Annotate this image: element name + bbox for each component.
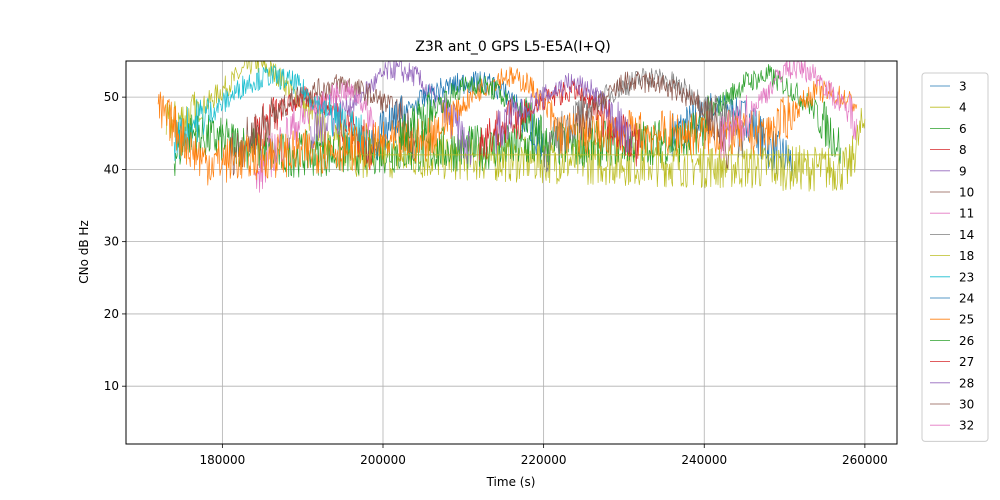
legend-label: 6 [959, 122, 967, 136]
legend-label: 8 [959, 143, 967, 157]
x-axis-label: Time (s) [486, 475, 536, 489]
x-tick-label: 200000 [360, 453, 406, 467]
series-line-28 [495, 72, 633, 155]
series-line-23 [173, 65, 368, 162]
legend-label: 26 [959, 334, 974, 348]
legend-label: 27 [959, 355, 974, 369]
series-line-25 [157, 66, 858, 186]
legend-label: 11 [959, 207, 974, 221]
y-tick-label: 20 [104, 307, 119, 321]
legend: 3 4 6 8 9 10 11 14 18 23 24 25 26 27 28 30 32 [921, 72, 989, 442]
legend-label: 4 [959, 101, 967, 115]
x-tick-label: 180000 [199, 453, 245, 467]
series-line-14 [543, 67, 745, 173]
legend-label: 28 [959, 376, 974, 390]
series-line-10 [230, 74, 416, 176]
legend-label: 23 [959, 270, 974, 284]
series-line-27 [479, 78, 641, 167]
legend-label: 9 [959, 164, 967, 178]
series-lines [157, 61, 866, 193]
x-tick-label: 240000 [681, 453, 727, 467]
series-line-9 [310, 61, 472, 165]
x-tick-label: 220000 [521, 453, 567, 467]
series-line-32 [719, 61, 858, 159]
legend-label: 24 [959, 292, 974, 306]
chart-title: Z3R ant_0 GPS L5-E5A(I+Q) [415, 39, 611, 55]
legend-label: 32 [959, 419, 974, 433]
axis-ticks: 180000 200000 220000 240000 260000 10 20 30 40 50 [104, 90, 888, 467]
y-tick-label: 10 [104, 379, 119, 393]
plot-frame [125, 60, 898, 445]
series-line-4 [165, 61, 866, 192]
legend-box [921, 72, 989, 442]
y-tick-label: 30 [104, 235, 119, 249]
legend-label: 3 [959, 80, 967, 94]
y-tick-label: 40 [104, 162, 119, 176]
legend-label: 18 [959, 249, 974, 263]
legend-label: 14 [959, 228, 974, 242]
y-tick-label: 50 [104, 90, 119, 104]
legend-label: 10 [959, 186, 974, 200]
legend-label: 30 [959, 398, 974, 412]
legend-label: 25 [959, 313, 974, 327]
x-tick-label: 260000 [842, 453, 888, 467]
grid [126, 61, 897, 444]
y-axis-label: CNo dB Hz [77, 220, 91, 284]
series-line-30 [575, 71, 729, 169]
